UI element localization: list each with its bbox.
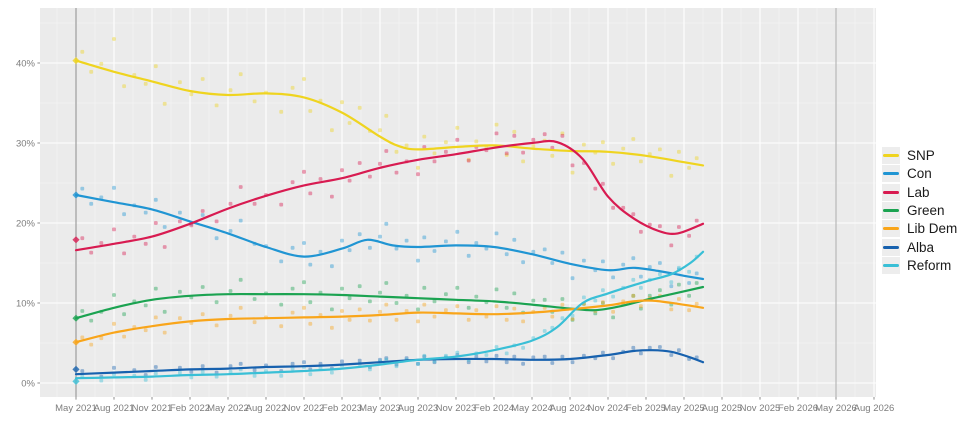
legend-item-alba: Alba [882, 238, 934, 256]
legend-label: Con [907, 166, 932, 182]
x-tick-label: Nov 2023 [436, 403, 477, 414]
election-2021-marker-lib-dem [72, 338, 80, 346]
x-tick-label: Feb 2022 [170, 403, 210, 414]
trend-line-lib-dem [74, 299, 705, 344]
y-tick-label: 0% [21, 378, 35, 389]
legend-key-icon [882, 147, 900, 164]
legend-swatch-lib-dem [883, 227, 899, 231]
x-tick-label: May 2023 [359, 403, 401, 414]
y-tick-label: 20% [16, 218, 36, 229]
grid-minor [40, 8, 876, 397]
axis-ticks [37, 62, 875, 400]
legend-item-reform: Reform [882, 256, 951, 274]
plot-panel [40, 8, 876, 397]
poll-points-snp [80, 37, 699, 178]
poll-points-lib-dem [80, 293, 699, 347]
legend-key-icon [882, 238, 900, 256]
legend-key-icon [882, 201, 900, 219]
legend-item-lib-dem: Lib Dem [882, 220, 957, 238]
x-tick-label: Aug 2026 [854, 403, 895, 414]
election-2021-marker-lab [72, 236, 80, 244]
x-tick-label: Aug 2025 [702, 403, 743, 414]
legend-key-icon [882, 165, 900, 183]
trend-line-reform [74, 250, 705, 380]
x-tick-label: Nov 2021 [132, 403, 173, 414]
legend-swatch-green [883, 208, 899, 212]
legend-item-con: Con [882, 165, 932, 183]
legend-label: SNP [907, 148, 935, 163]
x-tick-label: May 2026 [815, 403, 857, 414]
legend-swatch-reform [883, 263, 899, 267]
election-2021-marker-con [72, 191, 80, 199]
legend-item-green: Green [882, 201, 945, 219]
chart-legend: SNP Con Lab Green Lib Dem Alba Reform [882, 0, 960, 427]
election-2021-marker-reform [72, 377, 80, 385]
x-tick-label: May 2024 [511, 403, 553, 414]
x-tick-label: Aug 2021 [94, 403, 135, 414]
x-tick-label: Feb 2023 [322, 403, 362, 414]
y-tick-label: 40% [16, 58, 36, 69]
legend-label: Green [907, 202, 945, 218]
legend-label: Reform [907, 257, 952, 273]
x-tick-label: Aug 2023 [398, 403, 439, 414]
grid-major [40, 8, 876, 397]
trend-line-lab [74, 139, 705, 252]
election-2021-marker-snp [72, 57, 80, 65]
legend-label: Lab [907, 184, 930, 200]
y-axis-labels: 0% 10% 20% 30% 40% [16, 58, 36, 389]
x-tick-label: Aug 2022 [246, 403, 287, 414]
y-tick-label: 30% [16, 138, 36, 149]
x-tick-label: Aug 2024 [550, 403, 591, 414]
x-tick-label: Nov 2025 [740, 403, 781, 414]
legend-swatch-alba [883, 245, 899, 249]
legend-key-icon [882, 183, 900, 201]
poll-points-green [80, 277, 699, 323]
legend-label: Lib Dem [907, 221, 958, 237]
x-tick-label: May 2025 [663, 403, 705, 414]
x-tick-label: May 2022 [207, 403, 249, 414]
x-tick-label: Feb 2024 [474, 403, 514, 414]
legend-key-icon [882, 256, 900, 274]
x-tick-label: May 2021 [55, 403, 97, 414]
legend-item-snp: SNP [882, 147, 935, 165]
election-2021-marker-alba [72, 365, 80, 373]
trend-line-green [74, 285, 705, 320]
x-tick-label: Nov 2024 [588, 403, 629, 414]
x-tick-label: Feb 2025 [626, 403, 666, 414]
legend-label: Alba [907, 239, 935, 255]
x-tick-label: Feb 2026 [778, 403, 818, 414]
x-tick-label: Nov 2022 [284, 403, 325, 414]
legend-item-lab: Lab [882, 183, 930, 201]
legend-swatch-snp [883, 154, 899, 157]
y-tick-label: 10% [16, 298, 36, 309]
poll-points-con [80, 185, 699, 289]
legend-swatch-con [883, 172, 899, 176]
legend-key-icon [882, 220, 900, 238]
trend-line-snp [74, 59, 705, 167]
election-2021-marker-green [72, 314, 80, 322]
legend-swatch-lab [883, 190, 899, 194]
